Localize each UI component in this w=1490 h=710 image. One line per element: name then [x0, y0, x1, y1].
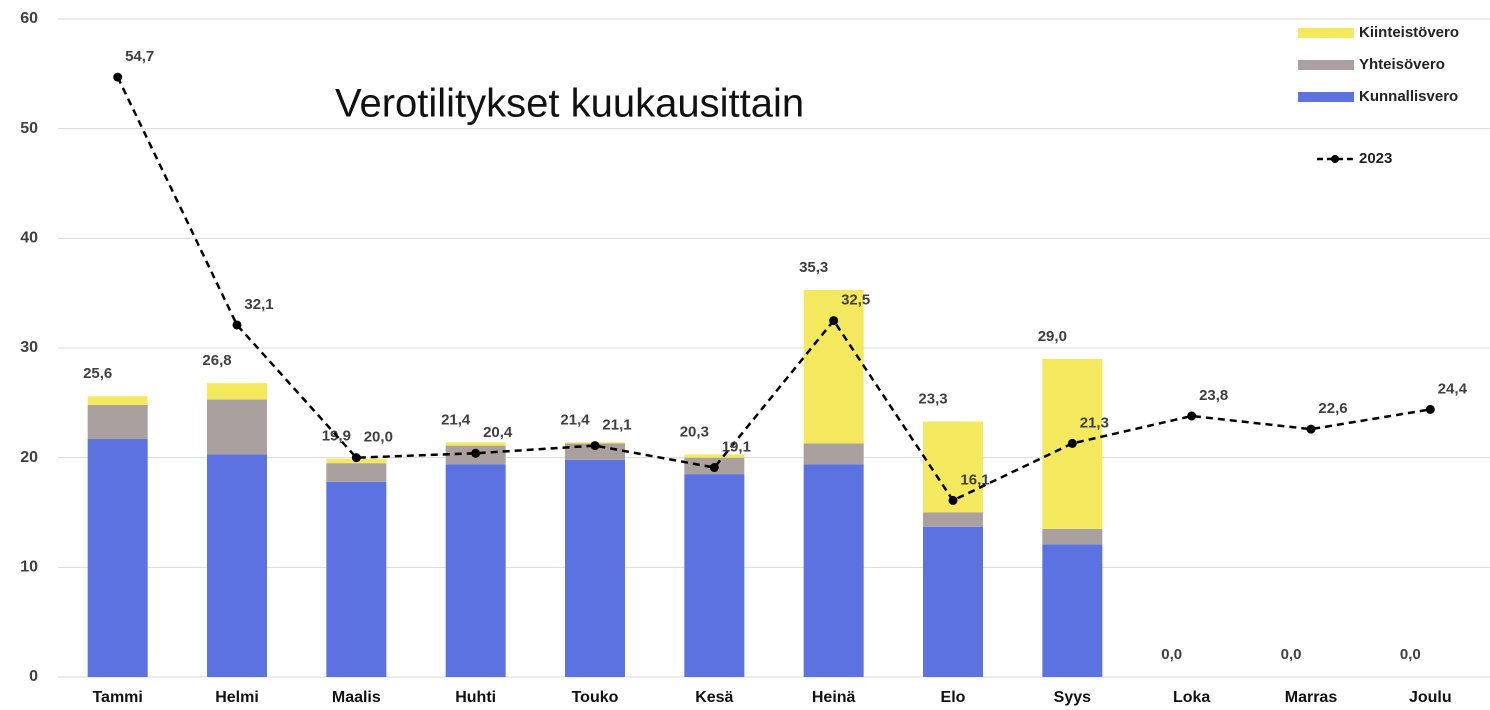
line-value-label: 32,5 [841, 292, 870, 309]
legend-label: 2023 [1359, 150, 1392, 167]
x-tick-label: Joulu [1409, 689, 1452, 706]
line-point [948, 495, 958, 505]
legend-label: Kiinteistövero [1359, 24, 1459, 41]
x-tick-label: Syys [1054, 689, 1091, 706]
x-tick-label: Loka [1173, 689, 1210, 706]
line-point [1425, 404, 1435, 414]
bar-segment [684, 474, 745, 677]
line-point [1187, 411, 1197, 421]
total-label: 29,0 [1038, 328, 1067, 345]
bar-segment [445, 442, 506, 446]
line-point [829, 316, 839, 326]
line-value-label: 32,1 [244, 296, 273, 313]
line-point [232, 320, 242, 330]
x-tick-label: Elo [941, 689, 966, 706]
line-value-label: 16,1 [960, 471, 989, 488]
line-value-label: 19,1 [722, 439, 751, 456]
total-label: 0,0 [1400, 646, 1421, 663]
line-point [113, 72, 123, 82]
bar-segment [207, 383, 267, 400]
x-tick-label: Huhti [455, 689, 496, 706]
bar-segment [1042, 544, 1103, 677]
bar-segment [87, 396, 148, 406]
bar-segment [803, 443, 864, 465]
line-point [590, 441, 600, 451]
total-label: 21,4 [560, 411, 590, 428]
bar-segment [803, 464, 864, 677]
bar-segment [684, 454, 745, 458]
total-label: 0,0 [1281, 646, 1302, 663]
x-tick-label: Helmi [215, 689, 259, 706]
line-value-label: 21,3 [1080, 414, 1109, 431]
bar-segment [207, 454, 267, 677]
total-label: 20,3 [680, 423, 709, 440]
y-tick-label: 10 [20, 559, 38, 576]
legend-swatch [1298, 60, 1354, 70]
legend-label: Kunnallisvero [1359, 88, 1458, 105]
bar-segment [207, 399, 267, 455]
y-tick-label: 50 [20, 120, 38, 137]
x-tick-label: Touko [572, 689, 619, 706]
line-point [471, 448, 481, 458]
x-tick-label: Heinä [812, 689, 856, 706]
line-value-label: 20,0 [364, 429, 393, 446]
y-tick-label: 0 [29, 668, 38, 685]
bar-segment [326, 463, 387, 482]
legend-label: Yhteisövero [1359, 56, 1445, 73]
grid [58, 18, 1490, 678]
total-label: 21,4 [441, 411, 471, 428]
total-label: 25,6 [83, 365, 112, 382]
total-label: 0,0 [1161, 646, 1182, 663]
line-point [709, 463, 719, 473]
bar-segment [445, 464, 506, 677]
line-value-label: 23,8 [1199, 387, 1228, 404]
line-point [1067, 438, 1077, 448]
bar-segment [923, 526, 983, 677]
x-tick-label: Kesä [695, 689, 733, 706]
bar-segment [803, 289, 864, 444]
line [116, 76, 1431, 503]
y-tick-label: 40 [20, 230, 38, 247]
line-point [351, 453, 361, 463]
chart-title: Verotilitykset kuukausittain [335, 82, 804, 126]
legend-swatch [1298, 28, 1354, 38]
bar-segment [87, 439, 148, 677]
bar-segment [565, 459, 625, 677]
legend-point [1331, 155, 1339, 163]
y-tick-label: 60 [20, 10, 38, 27]
bar-segment [923, 512, 983, 527]
total-label: 35,3 [799, 259, 828, 276]
line-value-label: 22,6 [1318, 400, 1347, 417]
total-label: 26,8 [202, 352, 231, 369]
x-tick-label: Maalis [332, 689, 381, 706]
x-tick-label: Marras [1285, 689, 1338, 706]
total-label: 23,3 [918, 390, 947, 407]
x-tick-label: Tammi [92, 689, 142, 706]
bar-segment [326, 481, 387, 677]
bar-segment [87, 405, 148, 440]
line-value-label: 20,4 [483, 424, 513, 441]
line-value-label: 24,4 [1438, 380, 1468, 397]
y-tick-label: 20 [20, 449, 38, 466]
legend-swatch [1298, 92, 1354, 102]
line-value-label: 54,7 [125, 48, 154, 65]
y-tick-label: 30 [20, 339, 38, 356]
line-point [1306, 424, 1316, 434]
line-value-label: 21,1 [602, 417, 631, 434]
bar-segment [1042, 528, 1103, 545]
